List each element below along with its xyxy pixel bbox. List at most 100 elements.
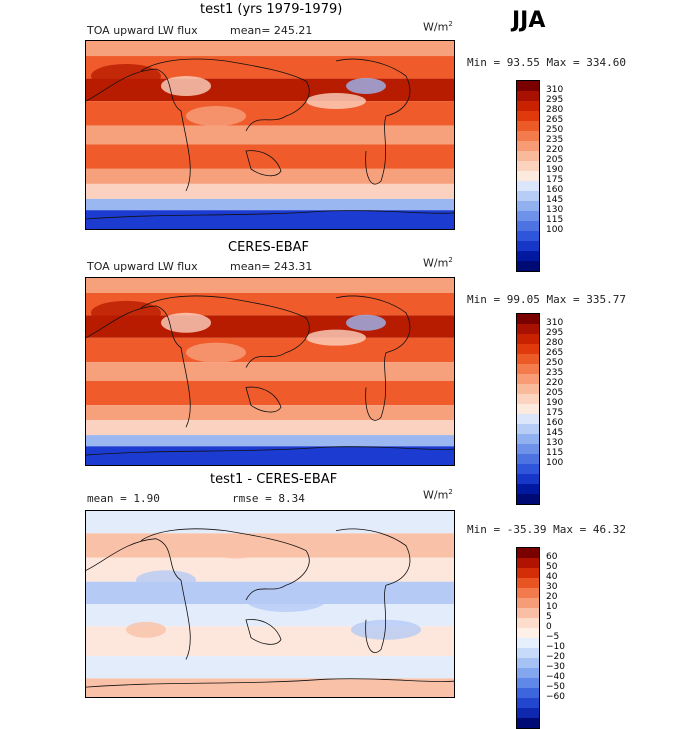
map-anomaly [306, 93, 366, 109]
colorbar-swatch [517, 668, 539, 678]
panel2-map [85, 277, 455, 466]
panel3-units: W/m2 [423, 488, 453, 502]
map-band [86, 183, 454, 199]
colorbar-tick-label: 160 [546, 418, 564, 428]
map-anomaly [161, 312, 211, 333]
colorbar-swatch [517, 251, 539, 261]
colorbar-swatch [517, 608, 539, 618]
colorbar-swatch [517, 181, 539, 191]
colorbar-tick-label: 310 [546, 318, 564, 328]
colorbar-swatch [517, 484, 539, 494]
colorbar-tick-label: 235 [546, 368, 564, 378]
colorbar-tick-label: 310 [546, 85, 564, 95]
colorbar-tick-label: 60 [546, 552, 558, 562]
colorbar-swatch [517, 424, 539, 434]
map-band [86, 362, 454, 381]
panel1-mean: mean= 245.21 [230, 24, 313, 37]
colorbar-swatch [517, 618, 539, 628]
colorbar-swatch [517, 454, 539, 464]
map-anomaly [91, 300, 161, 325]
colorbar-swatch [517, 658, 539, 668]
colorbar-swatch [517, 121, 539, 131]
map-band [86, 168, 454, 184]
colorbar-swatch [517, 374, 539, 384]
map-band [86, 656, 454, 679]
colorbar-tick-label: 265 [546, 115, 564, 125]
map-anomaly [126, 621, 166, 638]
colorbar-tick-label: 235 [546, 135, 564, 145]
colorbar-swatch [517, 101, 539, 111]
colorbar-swatch [517, 364, 539, 374]
colorbar-tick-label: 20 [546, 592, 558, 602]
colorbar-swatch [517, 648, 539, 658]
map-band [86, 420, 454, 436]
colorbar-swatch [517, 344, 539, 354]
coastline [86, 305, 191, 428]
map-anomaly [211, 542, 261, 559]
map-band [86, 678, 454, 697]
panel1-title: test1 (yrs 1979-1979) [200, 2, 343, 17]
colorbar-swatch [517, 141, 539, 151]
map-anomaly [186, 106, 246, 126]
colorbar-tick-label: 220 [546, 378, 564, 388]
map-band [86, 210, 454, 229]
colorbar-swatch [517, 171, 539, 181]
colorbar-tick-label: 130 [546, 438, 564, 448]
colorbar-swatch [517, 201, 539, 211]
colorbar-swatch [517, 494, 539, 504]
colorbar-tick-label: 175 [546, 175, 564, 185]
panel3-map-field [86, 511, 454, 697]
panel2-colorbar-ticks: 310 295 280 265 250 235 220 205 190 175 160 145 130 1… [546, 313, 564, 468]
colorbar-tick-label: 145 [546, 428, 564, 438]
panel2-variable: TOA upward LW flux [87, 260, 198, 273]
coastline [335, 295, 411, 421]
colorbar-tick-label: 250 [546, 125, 564, 135]
map-band [86, 56, 454, 79]
colorbar-swatch [517, 718, 539, 728]
colorbar-swatch [517, 434, 539, 444]
season-label: JJA [512, 8, 546, 33]
coastline [335, 528, 411, 653]
map-band [86, 511, 454, 534]
panel3-minmax: Min = -35.39 Max = 46.32 [467, 523, 626, 536]
colorbar-tick-label: 40 [546, 572, 558, 582]
map-band [86, 41, 454, 57]
map-band [86, 405, 454, 421]
colorbar-swatch [517, 414, 539, 424]
colorbar-tick-label: 160 [546, 185, 564, 195]
map-anomaly [351, 619, 421, 640]
panel1-units: W/m2 [423, 20, 453, 34]
colorbar-swatch [517, 588, 539, 598]
colorbar-tick-label: −40 [546, 672, 565, 682]
colorbar-tick-label: 280 [546, 105, 564, 115]
colorbar-tick-label: 280 [546, 338, 564, 348]
colorbar-tick-label: 190 [546, 165, 564, 175]
map-anomaly [91, 64, 161, 88]
panel3-title: test1 - CERES-EBAF [210, 472, 338, 487]
colorbar-swatch [517, 221, 539, 231]
colorbar-tick-label: 115 [546, 215, 564, 225]
panel1-colorbar-ticks: 310 295 280 265 250 235 220 205 190 175 160 145 130 1… [546, 80, 564, 235]
colorbar-swatch [517, 598, 539, 608]
colorbar-tick-label: 10 [546, 602, 558, 612]
panel3-colorbar [516, 547, 540, 729]
map-band [86, 446, 454, 465]
colorbar-tick-label: 50 [546, 562, 558, 572]
colorbar-tick-label: 205 [546, 155, 564, 165]
colorbar-swatch [517, 241, 539, 251]
panel2-mean: mean= 243.31 [230, 260, 313, 273]
map-anomaly [306, 329, 366, 346]
coastline [140, 528, 310, 601]
panel1-map-field [86, 41, 454, 229]
colorbar-swatch [517, 638, 539, 648]
map-band [86, 533, 454, 558]
colorbar-swatch [517, 578, 539, 588]
colorbar-tick-label: 100 [546, 225, 564, 235]
colorbar-swatch [517, 151, 539, 161]
colorbar-tick-label: 115 [546, 448, 564, 458]
colorbar-swatch [517, 688, 539, 698]
panel2-colorbar [516, 313, 540, 505]
map-anomaly [346, 78, 386, 94]
coastline [86, 538, 191, 660]
panel1-variable: TOA upward LW flux [87, 24, 198, 37]
